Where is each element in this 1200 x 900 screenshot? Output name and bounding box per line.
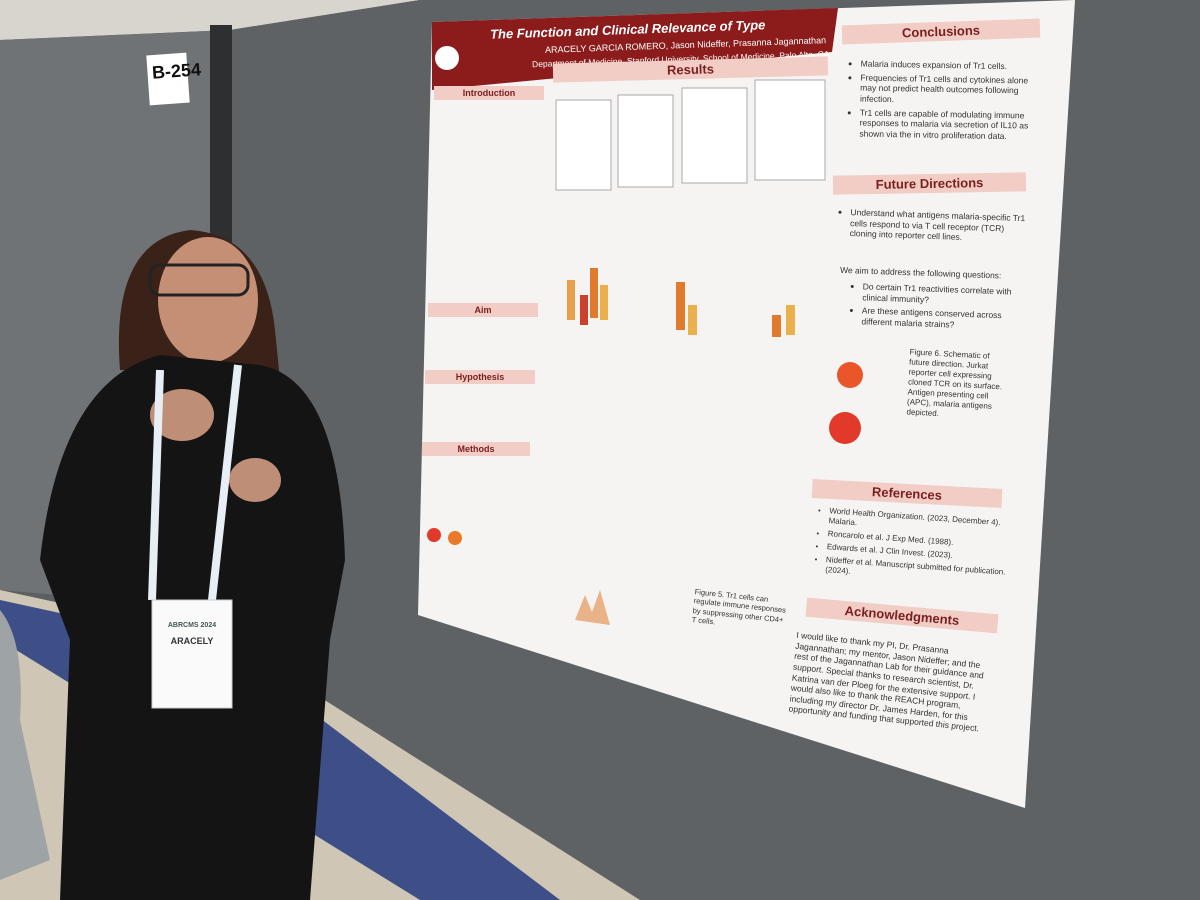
stanford-seal <box>435 46 459 70</box>
list-item: Are these antigens conserved across diff… <box>861 306 1027 333</box>
section-heading: Hypothesis <box>425 370 535 384</box>
section-heading: Aim <box>428 303 538 317</box>
section-heading: Introduction <box>434 86 544 100</box>
future-list: Understand what antigens malaria-specifi… <box>837 207 1030 249</box>
figure-panel <box>617 94 674 188</box>
box-plot <box>590 268 598 318</box>
section-heading: Future Directions <box>832 172 1027 195</box>
box-plot <box>580 295 588 325</box>
glasses <box>148 263 250 297</box>
conclusions-list: Malaria induces expansion of Tr1 cells.F… <box>847 58 1040 145</box>
face <box>158 237 258 363</box>
questions-list: Do certain Tr1 reactivities correlate wi… <box>849 281 1028 336</box>
list-item: Understand what antigens malaria-specifi… <box>850 207 1031 245</box>
apc-icon <box>837 362 863 388</box>
booth-sign-plate <box>146 52 190 106</box>
booth-sign: B-254 <box>151 59 202 83</box>
badge-card <box>151 599 233 709</box>
box-plot <box>688 305 697 335</box>
bystander-arm <box>0 610 50 880</box>
list-item: Do certain Tr1 reactivities correlate wi… <box>862 281 1028 308</box>
methods-icon <box>427 528 441 542</box>
jurkat-cell-icon <box>829 412 861 444</box>
list-item: Malaria induces expansion of Tr1 cells. <box>861 59 1041 73</box>
histogram-figure <box>575 590 610 625</box>
hand <box>150 389 214 441</box>
figure-panel <box>681 87 748 184</box>
figure-caption: Figure 6. Schematic of future direction.… <box>906 347 1003 419</box>
list-item: Frequencies of Tr1 cells and cytokines a… <box>860 72 1041 107</box>
figure-panel <box>754 79 826 181</box>
hand <box>229 458 281 502</box>
list-item: Tr1 cells are capable of modulating immu… <box>859 107 1040 142</box>
badge-event: ABRCMS 2024 <box>167 622 217 629</box>
section-heading: Methods <box>422 442 530 456</box>
lanyard <box>148 364 242 601</box>
box-plot <box>600 285 608 320</box>
figure-panel <box>555 99 612 191</box>
badge-name: ARACELY <box>170 636 214 646</box>
wall-tiles <box>0 0 420 40</box>
box-plot <box>786 305 795 335</box>
box-plot <box>567 280 575 320</box>
box-plot <box>772 315 781 337</box>
box-plot <box>676 282 685 330</box>
poster-header-band <box>432 8 838 90</box>
methods-icon <box>448 531 462 545</box>
references-list: World Health Organization. (2023, Decemb… <box>813 505 1010 590</box>
